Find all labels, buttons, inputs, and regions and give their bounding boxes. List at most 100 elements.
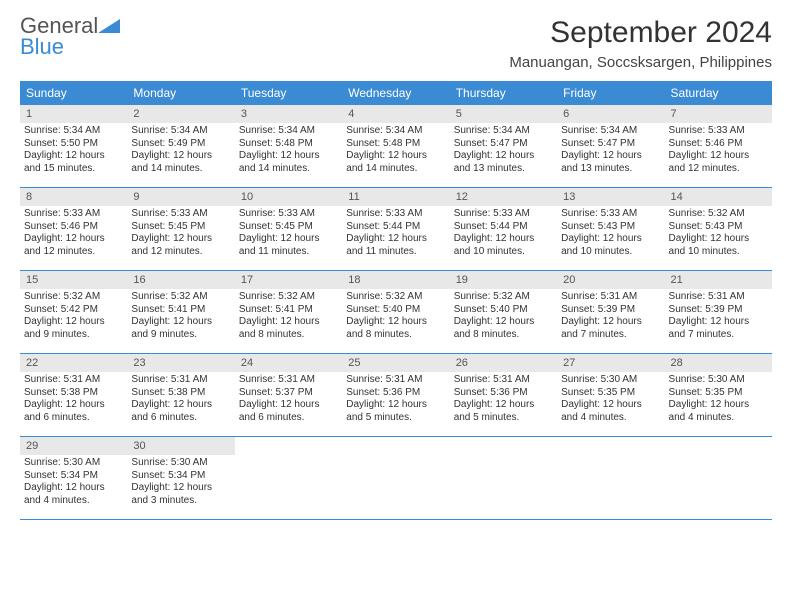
day-cell: 16Sunrise: 5:32 AMSunset: 5:41 PMDayligh…: [127, 271, 234, 353]
sunrise-text: Sunrise: 5:30 AM: [669, 374, 768, 387]
day-body: Sunrise: 5:31 AMSunset: 5:37 PMDaylight:…: [235, 372, 342, 430]
day-body: Sunrise: 5:31 AMSunset: 5:36 PMDaylight:…: [450, 372, 557, 430]
day-number: 27: [557, 354, 664, 372]
day-cell: [235, 437, 342, 519]
daylight-text: and 8 minutes.: [239, 329, 338, 342]
week-row: 1Sunrise: 5:34 AMSunset: 5:50 PMDaylight…: [20, 105, 772, 188]
sunrise-text: Sunrise: 5:31 AM: [239, 374, 338, 387]
day-body: Sunrise: 5:31 AMSunset: 5:38 PMDaylight:…: [127, 372, 234, 430]
day-number: 5: [450, 105, 557, 123]
title-block: September 2024 Manuangan, Soccsksargen, …: [509, 16, 772, 71]
day-number: 3: [235, 105, 342, 123]
day-body: Sunrise: 5:34 AMSunset: 5:48 PMDaylight:…: [235, 123, 342, 181]
day-number: 20: [557, 271, 664, 289]
day-body: Sunrise: 5:31 AMSunset: 5:36 PMDaylight:…: [342, 372, 449, 430]
daylight-text: and 11 minutes.: [239, 246, 338, 259]
sunset-text: Sunset: 5:38 PM: [24, 387, 123, 400]
daylight-text: Daylight: 12 hours: [669, 399, 768, 412]
daylight-text: and 12 minutes.: [669, 163, 768, 176]
sunset-text: Sunset: 5:50 PM: [24, 138, 123, 151]
day-cell: 10Sunrise: 5:33 AMSunset: 5:45 PMDayligh…: [235, 188, 342, 270]
day-of-week-header: SundayMondayTuesdayWednesdayThursdayFrid…: [20, 81, 772, 105]
dow-cell: Friday: [557, 81, 664, 105]
daylight-text: and 13 minutes.: [454, 163, 553, 176]
sunrise-text: Sunrise: 5:31 AM: [24, 374, 123, 387]
day-body: Sunrise: 5:34 AMSunset: 5:50 PMDaylight:…: [20, 123, 127, 181]
sunset-text: Sunset: 5:36 PM: [346, 387, 445, 400]
daylight-text: and 8 minutes.: [346, 329, 445, 342]
sunrise-text: Sunrise: 5:32 AM: [131, 291, 230, 304]
day-number: 29: [20, 437, 127, 455]
day-number: 2: [127, 105, 234, 123]
daylight-text: Daylight: 12 hours: [346, 150, 445, 163]
day-cell: 7Sunrise: 5:33 AMSunset: 5:46 PMDaylight…: [665, 105, 772, 187]
week-row: 15Sunrise: 5:32 AMSunset: 5:42 PMDayligh…: [20, 271, 772, 354]
logo-word-2: Blue: [20, 34, 64, 59]
day-body: Sunrise: 5:33 AMSunset: 5:44 PMDaylight:…: [342, 206, 449, 264]
week-row: 29Sunrise: 5:30 AMSunset: 5:34 PMDayligh…: [20, 437, 772, 520]
daylight-text: Daylight: 12 hours: [131, 150, 230, 163]
sunset-text: Sunset: 5:36 PM: [454, 387, 553, 400]
daylight-text: and 9 minutes.: [24, 329, 123, 342]
daylight-text: Daylight: 12 hours: [24, 233, 123, 246]
day-number: 16: [127, 271, 234, 289]
logo: General Blue: [20, 16, 120, 58]
day-body: Sunrise: 5:32 AMSunset: 5:42 PMDaylight:…: [20, 289, 127, 347]
day-body: Sunrise: 5:30 AMSunset: 5:35 PMDaylight:…: [557, 372, 664, 430]
day-number: 19: [450, 271, 557, 289]
daylight-text: and 6 minutes.: [239, 412, 338, 425]
day-cell: 20Sunrise: 5:31 AMSunset: 5:39 PMDayligh…: [557, 271, 664, 353]
day-cell: 9Sunrise: 5:33 AMSunset: 5:45 PMDaylight…: [127, 188, 234, 270]
daylight-text: and 6 minutes.: [24, 412, 123, 425]
sunset-text: Sunset: 5:38 PM: [131, 387, 230, 400]
sunrise-text: Sunrise: 5:30 AM: [561, 374, 660, 387]
day-cell: 8Sunrise: 5:33 AMSunset: 5:46 PMDaylight…: [20, 188, 127, 270]
sunset-text: Sunset: 5:44 PM: [454, 221, 553, 234]
day-body: Sunrise: 5:34 AMSunset: 5:47 PMDaylight:…: [557, 123, 664, 181]
sunrise-text: Sunrise: 5:31 AM: [669, 291, 768, 304]
day-cell: [342, 437, 449, 519]
sunrise-text: Sunrise: 5:34 AM: [239, 125, 338, 138]
sunrise-text: Sunrise: 5:31 AM: [561, 291, 660, 304]
daylight-text: and 10 minutes.: [669, 246, 768, 259]
sunrise-text: Sunrise: 5:31 AM: [454, 374, 553, 387]
day-cell: 24Sunrise: 5:31 AMSunset: 5:37 PMDayligh…: [235, 354, 342, 436]
sunset-text: Sunset: 5:45 PM: [239, 221, 338, 234]
day-body: Sunrise: 5:34 AMSunset: 5:49 PMDaylight:…: [127, 123, 234, 181]
day-body: Sunrise: 5:32 AMSunset: 5:41 PMDaylight:…: [127, 289, 234, 347]
sunset-text: Sunset: 5:39 PM: [561, 304, 660, 317]
day-number: 18: [342, 271, 449, 289]
day-number: 9: [127, 188, 234, 206]
day-cell: 3Sunrise: 5:34 AMSunset: 5:48 PMDaylight…: [235, 105, 342, 187]
sunrise-text: Sunrise: 5:31 AM: [131, 374, 230, 387]
daylight-text: Daylight: 12 hours: [454, 233, 553, 246]
daylight-text: and 14 minutes.: [239, 163, 338, 176]
sunset-text: Sunset: 5:34 PM: [131, 470, 230, 483]
daylight-text: and 15 minutes.: [24, 163, 123, 176]
sunrise-text: Sunrise: 5:33 AM: [454, 208, 553, 221]
sunset-text: Sunset: 5:47 PM: [561, 138, 660, 151]
day-body: Sunrise: 5:32 AMSunset: 5:43 PMDaylight:…: [665, 206, 772, 264]
sunrise-text: Sunrise: 5:34 AM: [346, 125, 445, 138]
day-body: Sunrise: 5:34 AMSunset: 5:47 PMDaylight:…: [450, 123, 557, 181]
day-cell: 6Sunrise: 5:34 AMSunset: 5:47 PMDaylight…: [557, 105, 664, 187]
sunset-text: Sunset: 5:47 PM: [454, 138, 553, 151]
sunset-text: Sunset: 5:45 PM: [131, 221, 230, 234]
day-body: Sunrise: 5:31 AMSunset: 5:39 PMDaylight:…: [557, 289, 664, 347]
day-cell: 30Sunrise: 5:30 AMSunset: 5:34 PMDayligh…: [127, 437, 234, 519]
daylight-text: Daylight: 12 hours: [24, 399, 123, 412]
daylight-text: and 5 minutes.: [346, 412, 445, 425]
daylight-text: Daylight: 12 hours: [669, 150, 768, 163]
day-body: Sunrise: 5:33 AMSunset: 5:46 PMDaylight:…: [20, 206, 127, 264]
day-cell: 28Sunrise: 5:30 AMSunset: 5:35 PMDayligh…: [665, 354, 772, 436]
month-title: September 2024: [509, 16, 772, 50]
day-body: Sunrise: 5:31 AMSunset: 5:39 PMDaylight:…: [665, 289, 772, 347]
daylight-text: Daylight: 12 hours: [561, 233, 660, 246]
weeks-container: 1Sunrise: 5:34 AMSunset: 5:50 PMDaylight…: [20, 105, 772, 520]
daylight-text: and 10 minutes.: [561, 246, 660, 259]
sunset-text: Sunset: 5:43 PM: [561, 221, 660, 234]
week-row: 22Sunrise: 5:31 AMSunset: 5:38 PMDayligh…: [20, 354, 772, 437]
daylight-text: Daylight: 12 hours: [346, 316, 445, 329]
sunrise-text: Sunrise: 5:33 AM: [131, 208, 230, 221]
day-number: 22: [20, 354, 127, 372]
